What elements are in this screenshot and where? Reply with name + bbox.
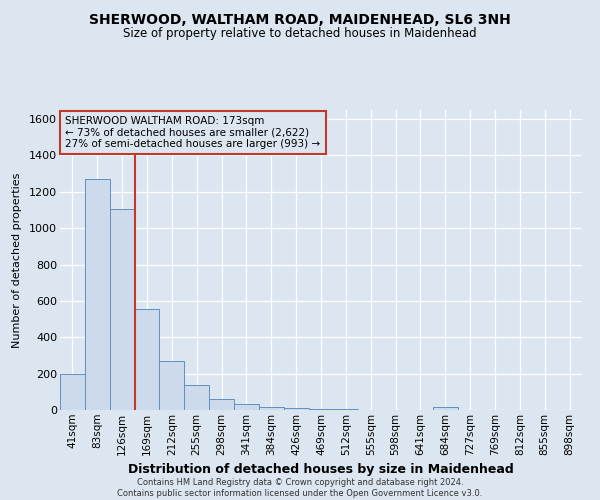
Bar <box>284 408 308 410</box>
Bar <box>184 386 209 410</box>
Bar <box>134 310 160 410</box>
Bar <box>259 406 284 410</box>
Bar <box>308 409 334 410</box>
Text: Contains HM Land Registry data © Crown copyright and database right 2024.
Contai: Contains HM Land Registry data © Crown c… <box>118 478 482 498</box>
Bar <box>209 398 234 410</box>
Bar <box>234 404 259 410</box>
Bar <box>60 374 85 410</box>
Text: Size of property relative to detached houses in Maidenhead: Size of property relative to detached ho… <box>123 28 477 40</box>
Y-axis label: Number of detached properties: Number of detached properties <box>12 172 22 348</box>
Text: SHERWOOD WALTHAM ROAD: 173sqm
← 73% of detached houses are smaller (2,622)
27% o: SHERWOOD WALTHAM ROAD: 173sqm ← 73% of d… <box>65 116 320 149</box>
Bar <box>433 408 458 410</box>
X-axis label: Distribution of detached houses by size in Maidenhead: Distribution of detached houses by size … <box>128 463 514 476</box>
Bar <box>160 361 184 410</box>
Bar <box>110 209 134 410</box>
Text: SHERWOOD, WALTHAM ROAD, MAIDENHEAD, SL6 3NH: SHERWOOD, WALTHAM ROAD, MAIDENHEAD, SL6 … <box>89 12 511 26</box>
Bar <box>85 179 110 410</box>
